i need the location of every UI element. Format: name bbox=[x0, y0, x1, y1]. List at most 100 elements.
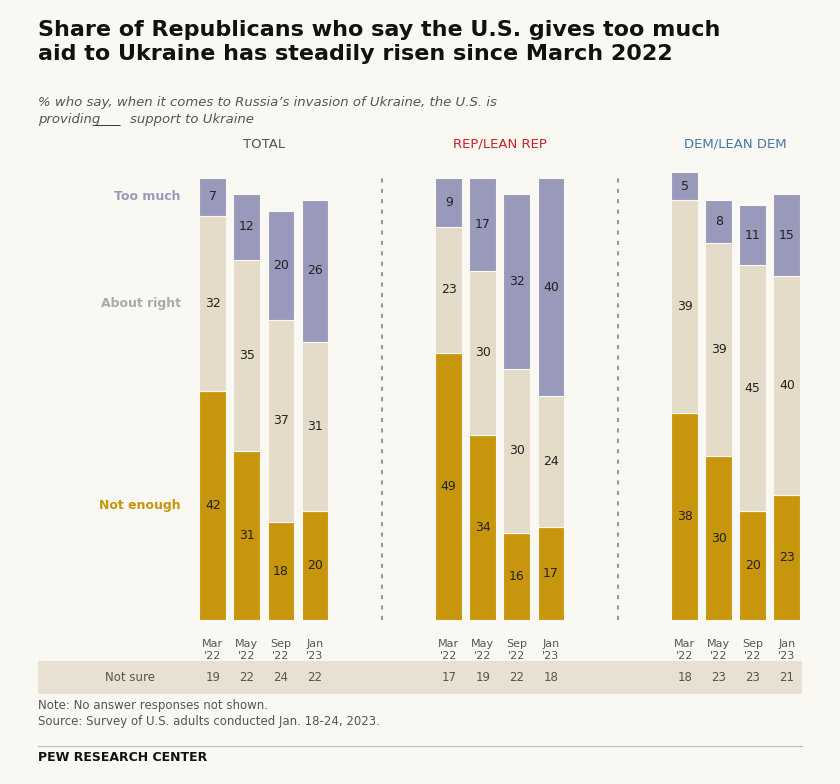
Text: 18: 18 bbox=[677, 671, 692, 684]
Text: 31: 31 bbox=[239, 529, 255, 542]
Bar bbox=[470, 434, 496, 620]
Bar bbox=[671, 412, 698, 620]
Text: Not enough: Not enough bbox=[99, 499, 181, 512]
Bar bbox=[435, 178, 462, 227]
Text: 35: 35 bbox=[239, 349, 255, 361]
Text: Sep
'22: Sep '22 bbox=[507, 639, 528, 661]
Text: 12: 12 bbox=[239, 220, 255, 234]
Text: 23: 23 bbox=[711, 671, 726, 684]
Bar bbox=[470, 178, 496, 270]
Text: May
'22: May '22 bbox=[235, 639, 259, 661]
Text: May
'22: May '22 bbox=[471, 639, 494, 661]
Text: providing: providing bbox=[38, 113, 100, 126]
Text: Source: Survey of U.S. adults conducted Jan. 18-24, 2023.: Source: Survey of U.S. adults conducted … bbox=[38, 715, 380, 728]
Text: 24: 24 bbox=[273, 671, 288, 684]
Text: DEM/LEAN DEM: DEM/LEAN DEM bbox=[685, 137, 787, 151]
Text: Jan
'23: Jan '23 bbox=[543, 639, 559, 661]
Text: 8: 8 bbox=[715, 215, 722, 228]
Bar bbox=[706, 456, 732, 620]
Text: 30: 30 bbox=[475, 346, 491, 359]
Text: 20: 20 bbox=[307, 559, 323, 572]
Bar bbox=[234, 260, 260, 451]
Bar bbox=[267, 211, 294, 320]
Text: 5: 5 bbox=[680, 180, 689, 193]
Text: PEW RESEARCH CENTER: PEW RESEARCH CENTER bbox=[38, 751, 207, 764]
Text: 21: 21 bbox=[780, 671, 795, 684]
Text: 17: 17 bbox=[441, 671, 456, 684]
Bar bbox=[538, 396, 564, 528]
Text: % who say, when it comes to Russia’s invasion of Ukraine, the U.S. is: % who say, when it comes to Russia’s inv… bbox=[38, 96, 496, 109]
Bar bbox=[503, 194, 530, 369]
Bar bbox=[199, 178, 226, 216]
Text: 42: 42 bbox=[205, 499, 221, 512]
Bar bbox=[470, 270, 496, 434]
Text: 30: 30 bbox=[509, 445, 525, 457]
Text: 23: 23 bbox=[779, 551, 795, 564]
Bar bbox=[774, 194, 801, 276]
Text: Jan
'23: Jan '23 bbox=[307, 639, 323, 661]
Text: 32: 32 bbox=[509, 275, 525, 288]
Text: ____: ____ bbox=[94, 113, 121, 126]
Bar bbox=[739, 205, 766, 265]
Text: 40: 40 bbox=[543, 281, 559, 293]
Bar bbox=[774, 276, 801, 495]
Text: 17: 17 bbox=[475, 218, 491, 230]
Bar bbox=[739, 265, 766, 511]
Text: 24: 24 bbox=[543, 456, 559, 468]
Text: About right: About right bbox=[101, 297, 181, 310]
Bar bbox=[538, 528, 564, 620]
Bar bbox=[302, 511, 328, 620]
Bar bbox=[503, 369, 530, 533]
Text: 7: 7 bbox=[209, 191, 217, 203]
Text: 23: 23 bbox=[745, 671, 760, 684]
Text: Too much: Too much bbox=[114, 191, 181, 203]
Text: support to Ukraine: support to Ukraine bbox=[130, 113, 254, 126]
Bar bbox=[706, 200, 732, 243]
Text: 16: 16 bbox=[509, 570, 525, 583]
Text: Sep
'22: Sep '22 bbox=[743, 639, 764, 661]
Text: TOTAL: TOTAL bbox=[243, 137, 285, 151]
Text: 20: 20 bbox=[273, 259, 289, 272]
Text: 19: 19 bbox=[205, 671, 220, 684]
Text: Jan
'23: Jan '23 bbox=[778, 639, 795, 661]
Bar bbox=[234, 194, 260, 260]
Bar bbox=[774, 495, 801, 620]
Text: 19: 19 bbox=[475, 671, 491, 684]
Text: Not sure: Not sure bbox=[105, 671, 155, 684]
Text: May
'22: May '22 bbox=[707, 639, 730, 661]
Bar bbox=[267, 320, 294, 522]
Text: 22: 22 bbox=[239, 671, 255, 684]
Text: Mar
'22: Mar '22 bbox=[202, 639, 223, 661]
Bar bbox=[199, 216, 226, 390]
Text: Mar
'22: Mar '22 bbox=[438, 639, 459, 661]
Text: Sep
'22: Sep '22 bbox=[270, 639, 291, 661]
Bar bbox=[234, 451, 260, 620]
Text: 17: 17 bbox=[543, 568, 559, 580]
Text: 11: 11 bbox=[745, 229, 761, 241]
Bar bbox=[199, 390, 226, 620]
Bar bbox=[267, 522, 294, 620]
Text: Mar
'22: Mar '22 bbox=[675, 639, 696, 661]
Text: 39: 39 bbox=[677, 299, 692, 313]
Bar bbox=[503, 533, 530, 620]
Bar bbox=[671, 200, 698, 412]
Text: 26: 26 bbox=[307, 264, 323, 278]
Bar bbox=[435, 353, 462, 620]
Bar bbox=[435, 227, 462, 353]
Text: 38: 38 bbox=[677, 510, 693, 523]
Bar bbox=[302, 342, 328, 511]
Text: 34: 34 bbox=[475, 521, 491, 534]
Text: 22: 22 bbox=[509, 671, 524, 684]
Text: 23: 23 bbox=[441, 283, 457, 296]
Text: Note: No answer responses not shown.: Note: No answer responses not shown. bbox=[38, 699, 268, 713]
Text: Share of Republicans who say the U.S. gives too much
aid to Ukraine has steadily: Share of Republicans who say the U.S. gi… bbox=[38, 20, 720, 64]
Bar bbox=[706, 243, 732, 456]
Bar bbox=[302, 200, 328, 342]
Text: 31: 31 bbox=[307, 419, 323, 433]
Text: 15: 15 bbox=[779, 229, 795, 241]
Text: 49: 49 bbox=[441, 480, 457, 493]
Bar bbox=[538, 178, 564, 396]
Text: 39: 39 bbox=[711, 343, 727, 357]
Text: 22: 22 bbox=[307, 671, 323, 684]
Text: 45: 45 bbox=[745, 382, 761, 394]
